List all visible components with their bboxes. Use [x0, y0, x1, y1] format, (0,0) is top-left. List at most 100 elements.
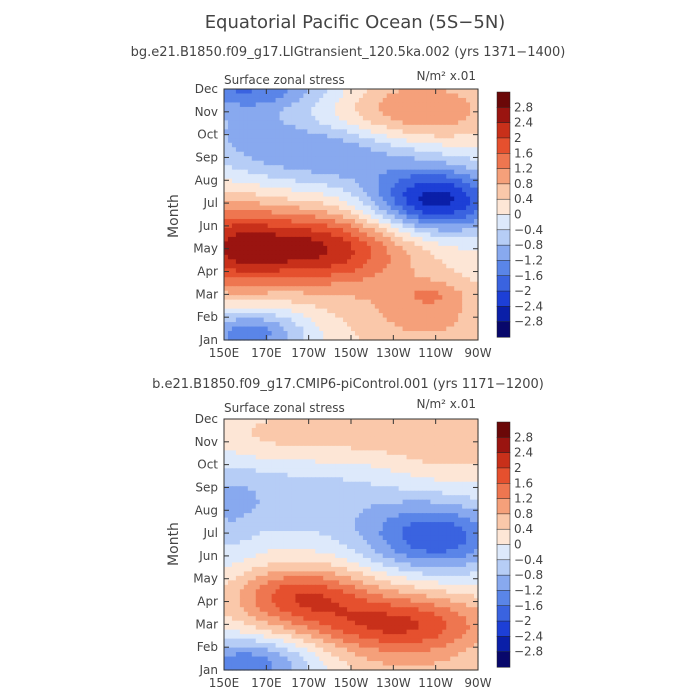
contour-cell	[279, 192, 285, 198]
contour-cell	[315, 196, 320, 202]
contour-cell	[291, 174, 297, 180]
contour-cell	[295, 286, 301, 292]
contour-cell	[410, 423, 416, 429]
contour-cell	[335, 210, 340, 216]
contour-cell	[410, 156, 416, 162]
contour-cell	[331, 468, 336, 474]
contour-cell	[398, 196, 404, 202]
contour-cell	[327, 495, 332, 501]
contour-cell	[370, 151, 376, 157]
contour-cell	[458, 201, 463, 207]
contour-cell	[426, 160, 431, 166]
contour-cell	[287, 241, 293, 247]
contour-cell	[327, 326, 332, 332]
contour-cell	[366, 290, 372, 296]
contour-cell	[382, 326, 388, 332]
contour-cell	[426, 245, 431, 251]
contour-cell	[291, 192, 297, 198]
contour-cell	[335, 331, 340, 337]
contour-cell	[243, 178, 249, 184]
contour-cell	[279, 227, 285, 234]
contour-cell	[374, 490, 380, 496]
contour-cell	[303, 477, 308, 483]
contour-cell	[370, 472, 376, 478]
contour-cell	[299, 174, 304, 180]
contour-cell	[347, 201, 352, 207]
contour-cell	[442, 441, 447, 447]
contour-cell	[275, 441, 281, 447]
contour-cell	[275, 93, 281, 99]
contour-cell	[339, 427, 344, 434]
contour-cell	[474, 459, 479, 465]
contour-cell	[382, 268, 388, 274]
contour-cell	[339, 227, 344, 234]
contour-cell	[378, 201, 384, 207]
contour-cell	[418, 450, 424, 456]
contour-cell	[394, 232, 400, 238]
contour-cell	[410, 102, 416, 108]
contour-cell	[275, 268, 281, 274]
contour-cell	[390, 218, 396, 225]
contour-cell	[358, 472, 364, 478]
contour-cell	[438, 441, 443, 447]
contour-cell	[430, 106, 435, 113]
contour-cell	[394, 142, 400, 148]
contour-cell	[406, 445, 412, 451]
contour-cell	[382, 178, 388, 184]
contour-cell	[450, 299, 455, 305]
contour-cell	[331, 463, 336, 469]
contour-cell	[299, 308, 304, 314]
contour-cell	[311, 459, 316, 465]
contour-cell	[374, 477, 380, 483]
contour-cell	[406, 169, 412, 175]
contour-cell	[319, 241, 324, 247]
contour-cell	[239, 463, 245, 469]
contour-cell	[474, 454, 479, 460]
contour-cell	[263, 463, 269, 469]
contour-cell	[275, 299, 281, 305]
contour-cell	[351, 93, 356, 99]
contour-cell	[227, 272, 233, 278]
contour-cell	[279, 450, 285, 456]
contour-cell	[331, 308, 336, 314]
contour-cell	[343, 133, 348, 139]
contour-cell	[243, 419, 249, 425]
contour-cell	[343, 322, 348, 328]
x-tick-label: 150W	[334, 346, 369, 360]
contour-cell	[275, 427, 281, 434]
contour-cell	[291, 295, 297, 301]
contour-cell	[275, 259, 281, 265]
contour-cell	[438, 156, 443, 162]
contour-cell	[418, 97, 424, 104]
contour-cell	[382, 290, 388, 296]
contour-cell	[239, 335, 245, 341]
contour-cell	[442, 218, 447, 225]
contour-cell	[351, 450, 356, 456]
contour-cell	[299, 192, 304, 198]
contour-cell	[275, 232, 281, 238]
contour-cell	[231, 133, 237, 139]
contour-cell	[271, 419, 277, 425]
contour-cell	[235, 322, 241, 328]
contour-cell	[351, 454, 356, 460]
contour-cell	[311, 147, 316, 153]
contour-cell	[271, 268, 277, 274]
contour-cell	[275, 286, 281, 292]
contour-cell	[434, 486, 439, 492]
contour-cell	[255, 183, 261, 189]
contour-cell	[374, 313, 380, 319]
contour-cell	[295, 223, 301, 229]
contour-cell	[279, 313, 285, 319]
contour-cell	[311, 115, 316, 121]
contour-cell	[418, 147, 424, 153]
contour-cell	[331, 472, 336, 478]
contour-cell	[370, 450, 376, 456]
contour-cell	[370, 272, 376, 278]
contour-cell	[430, 295, 435, 301]
contour-cell	[410, 227, 416, 234]
contour-cell	[267, 241, 273, 247]
contour-cell	[247, 499, 253, 505]
contour-cell	[390, 111, 396, 117]
contour-cell	[390, 490, 396, 496]
contour-cell	[323, 259, 328, 265]
